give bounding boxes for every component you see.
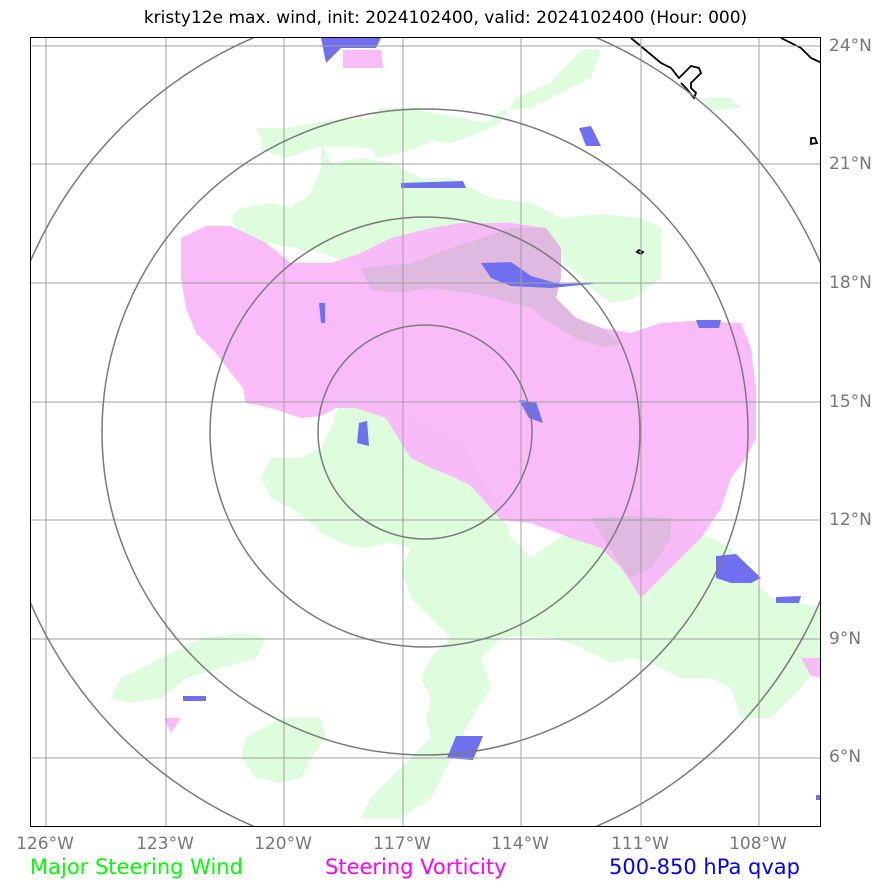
lat-tick-15n: 15°N: [829, 392, 872, 412]
qvap-region-9: [716, 554, 761, 583]
steering-wind-region-upper: [231, 143, 661, 303]
qvap-region-1: [321, 38, 381, 63]
lon-tick-123w: 123°W: [136, 834, 194, 854]
qvap-region-5: [519, 400, 543, 423]
lon-tick-108w: 108°W: [729, 834, 787, 854]
qvap-region-8: [696, 320, 721, 328]
qvap-region-2: [579, 126, 601, 146]
map-canvas: [31, 38, 820, 826]
overlap-region-upper: [361, 228, 621, 348]
steering-wind-region-mid: [261, 393, 820, 818]
qvap-region-7: [319, 303, 325, 323]
vorticity-region-top: [343, 50, 383, 68]
lat-tick-12n: 12°N: [829, 510, 872, 530]
range-ring-3: [101, 108, 749, 756]
qvap-region-10: [776, 596, 801, 603]
lon-tick-117w: 117°W: [373, 834, 431, 854]
lon-tick-114w: 114°W: [491, 834, 549, 854]
steering-wind-region-right: [701, 98, 741, 110]
steering-wind-region-top: [256, 50, 601, 158]
lat-tick-24n: 24°N: [829, 36, 872, 56]
legend-steering-wind: Major Steering Wind: [30, 855, 243, 879]
range-ring-2: [209, 216, 641, 648]
gridlines: [31, 38, 820, 826]
coastline-mainland: [780, 38, 820, 64]
qvap-region-3: [401, 181, 466, 188]
overlap-regions: [361, 228, 671, 578]
range-ring-1: [317, 324, 533, 540]
lat-tick-18n: 18°N: [829, 273, 872, 293]
lat-tick-6n: 6°N: [829, 747, 862, 767]
qvap-region-4: [481, 262, 601, 288]
map-title: kristy12e max. wind, init: 2024102400, v…: [143, 8, 748, 28]
vorticity-region-right-edge: [801, 658, 820, 678]
qvap-region-13: [816, 795, 820, 800]
vorticity-region-left-small: [164, 718, 181, 733]
coastline: [630, 38, 820, 256]
legend-steering-vorticity: Steering Vorticity: [325, 855, 507, 879]
lon-tick-111w: 111°W: [611, 834, 669, 854]
map-panel: [30, 37, 821, 827]
legend-qvap: 500-850 hPa qvap: [609, 855, 800, 879]
overlap-region-lower: [591, 516, 671, 578]
coastline-island: [810, 137, 819, 146]
qvap-region-6: [357, 421, 369, 446]
qvap-region-11: [183, 696, 206, 701]
steering-wind-region-left: [111, 633, 266, 703]
range-rings: [31, 38, 820, 826]
lon-tick-120w: 120°W: [254, 834, 312, 854]
lat-tick-21n: 21°N: [829, 154, 872, 174]
steering-wind-regions: [111, 50, 820, 818]
lat-tick-9n: 9°N: [829, 629, 862, 649]
lon-tick-126w: 126°W: [16, 834, 74, 854]
